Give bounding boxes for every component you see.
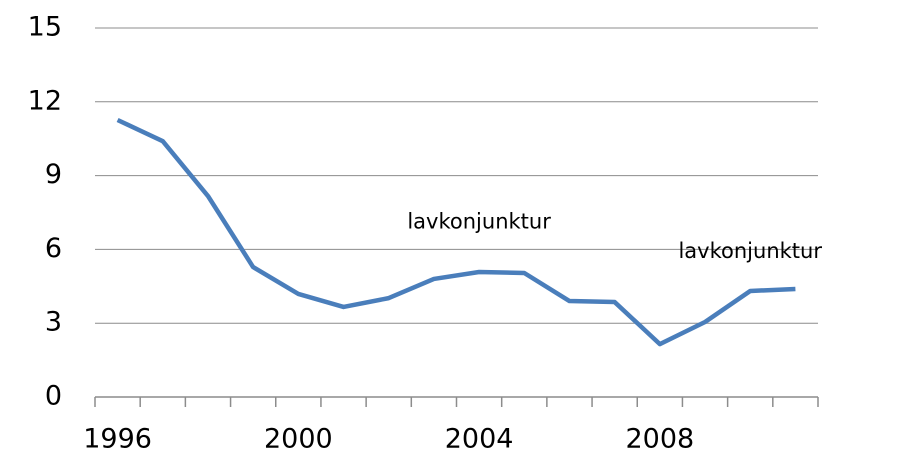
y-tick-label: 15 — [28, 12, 62, 43]
annotation: lavkonjunktur — [678, 239, 822, 263]
annotation: lavkonjunktur — [407, 209, 551, 233]
data-line — [116, 117, 796, 347]
x-tick-label: 2008 — [625, 424, 694, 455]
y-tick-label: 6 — [45, 233, 62, 264]
x-tick-label: 2000 — [264, 424, 333, 455]
y-tick-label: 0 — [45, 381, 62, 412]
y-tick-label: 12 — [28, 85, 62, 116]
y-tick-label: 3 — [45, 307, 62, 338]
y-tick-label: 9 — [45, 159, 62, 190]
x-tick-label: 2004 — [445, 424, 514, 455]
x-tick-label: 1996 — [83, 424, 152, 455]
